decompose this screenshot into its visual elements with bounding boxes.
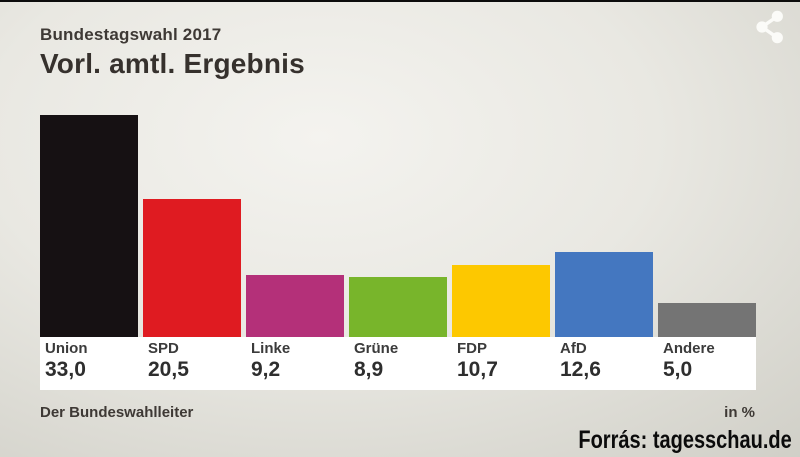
label-cell-fdp: FDP 10,7 (452, 337, 550, 390)
label-cell-linke: Linke 9,2 (246, 337, 344, 390)
label-cell-grne: Grüne 8,9 (349, 337, 447, 390)
party-value-afd: 12,6 (560, 358, 601, 381)
party-value-linke: 9,2 (251, 358, 281, 381)
watermark-source: Forrás: tagesschau.de (578, 426, 792, 454)
bar-chart (40, 115, 756, 337)
chart-title: Vorl. amtl. Ergebnis (40, 48, 305, 79)
party-value-grne: 8,9 (354, 358, 384, 381)
bar-union (40, 115, 138, 337)
label-cell-spd: SPD 20,5 (143, 337, 241, 390)
party-value-spd: 20,5 (148, 358, 189, 381)
party-name-union: Union (45, 340, 88, 357)
party-name-spd: SPD (148, 340, 179, 357)
chart-kicker: Bundestagswahl 2017 (40, 25, 222, 44)
party-name-fdp: FDP (457, 340, 487, 357)
bar-label-strip: Union 33,0 SPD 20,5 Linke 9,2 Grüne 8,9 FDP 10,7 A… (40, 337, 756, 390)
label-cell-afd: AfD 12,6 (555, 337, 653, 390)
chart-header: Bundestagswahl 2017 Vorl. amtl. Ergebnis (40, 25, 305, 80)
party-name-andere: Andere (663, 340, 715, 357)
unit-label: in % (724, 404, 755, 421)
party-name-afd: AfD (560, 340, 587, 357)
bar-grne (349, 277, 447, 337)
bar-afd (555, 252, 653, 337)
party-value-union: 33,0 (45, 358, 86, 381)
party-name-linke: Linke (251, 340, 291, 357)
bar-andere (658, 303, 756, 337)
label-cell-andere: Andere 5,0 (658, 337, 756, 390)
bar-spd (143, 199, 241, 337)
party-value-andere: 5,0 (663, 358, 693, 381)
top-border-line (0, 0, 800, 2)
party-name-grne: Grüne (354, 340, 399, 357)
bar-fdp (452, 265, 550, 337)
party-value-fdp: 10,7 (457, 358, 498, 381)
source-text: Der Bundeswahlleiter (40, 404, 194, 421)
share-button[interactable] (754, 9, 786, 45)
label-cell-union: Union 33,0 (40, 337, 138, 390)
share-icon (756, 10, 783, 44)
bar-linke (246, 275, 344, 337)
